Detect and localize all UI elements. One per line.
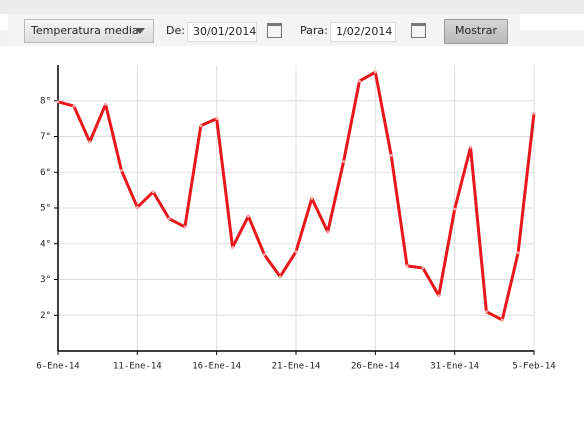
point xyxy=(167,217,171,221)
point xyxy=(262,253,266,256)
x-tick-label: 6-Ene-14 xyxy=(36,362,79,372)
point xyxy=(342,160,345,163)
point xyxy=(453,207,457,211)
point xyxy=(135,205,139,209)
point xyxy=(199,124,203,128)
point xyxy=(310,196,314,200)
point xyxy=(120,169,123,172)
point xyxy=(326,230,330,234)
to-date[interactable]: 1/02/2014 xyxy=(330,22,396,42)
x-tick-label: 16-Ene-14 xyxy=(192,362,241,372)
to-label: Para: xyxy=(300,24,328,37)
x-tick-label: 11-Ene-14 xyxy=(113,362,162,372)
point xyxy=(151,190,155,194)
point xyxy=(373,70,377,74)
y-tick-label: 8° xyxy=(40,96,51,106)
y-tick-label: 5° xyxy=(40,204,51,214)
x-tick-label: 21-Ene-14 xyxy=(272,362,321,372)
calendar-icon[interactable] xyxy=(267,23,282,38)
show-button[interactable]: Mostrar xyxy=(444,19,508,44)
from-date[interactable]: 30/01/2014 xyxy=(187,22,257,42)
point xyxy=(405,264,409,268)
x-tick-label: 31-Ene-14 xyxy=(430,362,479,372)
y-tick-label: 4° xyxy=(40,239,51,249)
point xyxy=(278,275,282,279)
point xyxy=(500,318,504,322)
y-tick-label: 3° xyxy=(40,275,51,285)
point xyxy=(215,117,219,121)
point xyxy=(247,214,250,218)
calendar-icon[interactable] xyxy=(411,23,426,38)
point xyxy=(358,79,361,83)
point xyxy=(183,225,187,229)
point xyxy=(294,250,298,254)
point xyxy=(421,266,425,270)
x-tick-label: 5-Feb-14 xyxy=(512,362,555,372)
y-tick-label: 2° xyxy=(40,311,51,321)
point xyxy=(72,104,76,108)
point xyxy=(104,102,107,106)
point xyxy=(485,310,488,314)
from-label: De: xyxy=(166,24,185,37)
point xyxy=(88,140,92,144)
point xyxy=(437,294,441,297)
metric-select[interactable]: Temperatura media xyxy=(24,19,154,43)
point xyxy=(469,145,472,149)
x-tick-label: 26-Ene-14 xyxy=(351,362,400,372)
y-tick-label: 6° xyxy=(40,168,51,178)
point xyxy=(389,154,393,157)
y-tick-label: 7° xyxy=(40,132,51,142)
point xyxy=(516,251,520,255)
point xyxy=(532,111,536,115)
point xyxy=(56,100,60,104)
point xyxy=(231,245,234,249)
